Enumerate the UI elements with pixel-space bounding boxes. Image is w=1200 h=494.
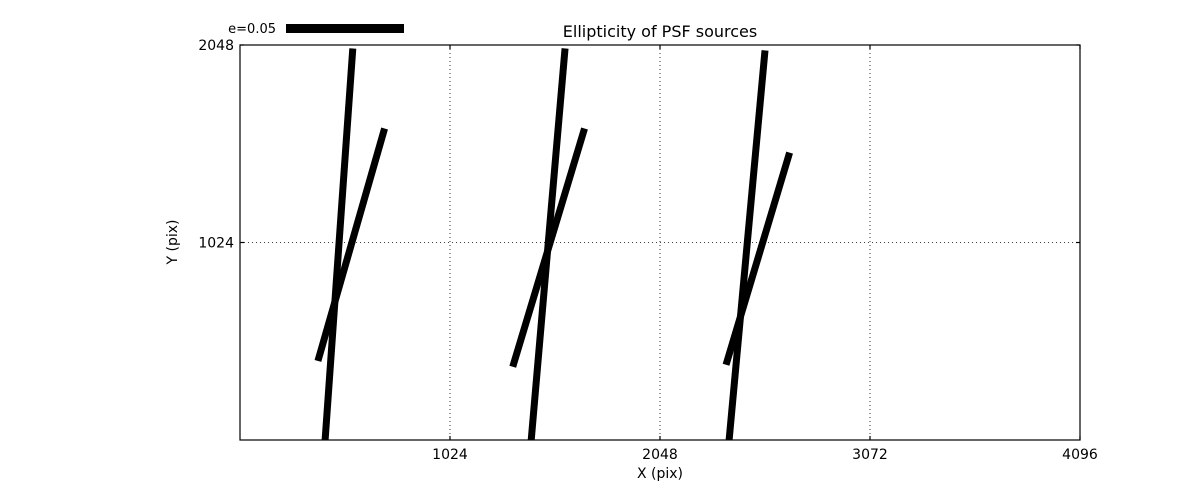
y-axis-label: Y (pix) [165, 220, 181, 266]
whisker-segments-layer [314, 48, 793, 440]
plot-title: Ellipticity of PSF sources [563, 22, 757, 41]
y-tick-label: 1024 [198, 236, 234, 252]
grid-layer [240, 45, 1080, 440]
legend-label: e=0.05 [228, 22, 276, 37]
whisker-segment-1 [321, 48, 357, 440]
whisker-segment-2 [314, 127, 388, 362]
x-tick-label: 2048 [642, 447, 678, 463]
legend-scale-bar [286, 24, 404, 33]
x-axis-label: X (pix) [637, 466, 683, 482]
x-tick-label: 4096 [1062, 447, 1098, 463]
whisker-segment-5 [725, 50, 769, 440]
whisker-segment-4 [509, 127, 588, 368]
y-tick-label: 2048 [198, 38, 234, 54]
x-tick-label: 1024 [432, 447, 468, 463]
x-tick-label: 3072 [852, 447, 888, 463]
tick-layer: 1024 2048 3072 4096 1024 2048 [198, 38, 1098, 463]
whisker-segment-6 [722, 151, 793, 366]
